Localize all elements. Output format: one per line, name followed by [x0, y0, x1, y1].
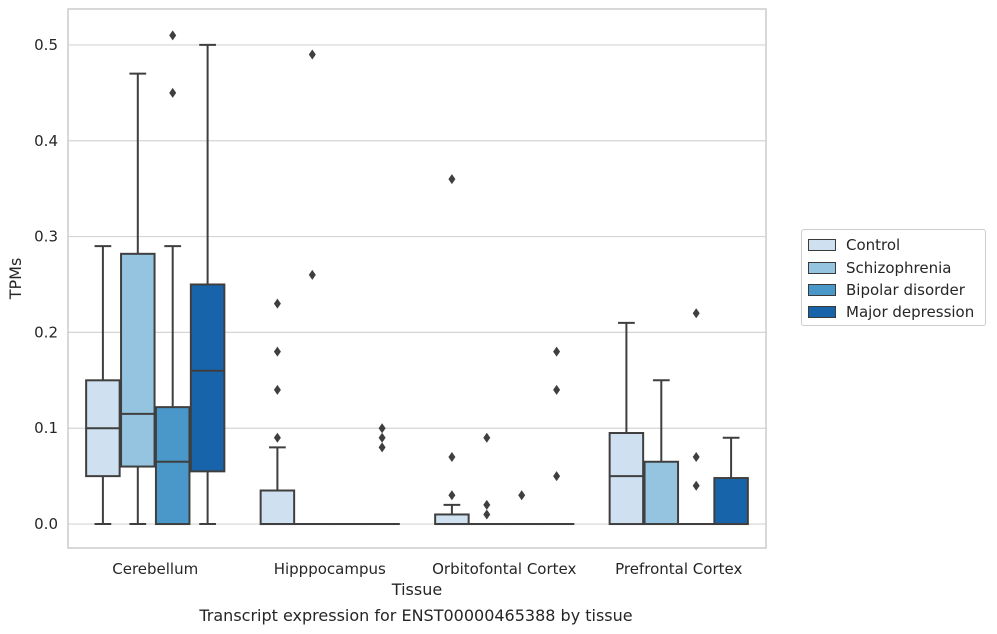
outlier-point — [483, 499, 491, 510]
box — [259, 489, 296, 526]
y-axis-label: TPMs — [6, 258, 25, 301]
x-axis-label: Tissue — [391, 580, 442, 599]
outlier-point — [553, 346, 561, 357]
y-tick-label: 0.2 — [34, 323, 58, 341]
legend-label-control: Control — [846, 236, 901, 254]
chart-caption: Transcript expression for ENST0000046538… — [199, 606, 633, 625]
outlier-point — [308, 49, 316, 60]
outlier-point — [378, 432, 386, 443]
legend-item-bipolar-disorder: Bipolar disorder — [808, 280, 965, 300]
outlier-point — [448, 174, 456, 185]
outlier-point — [692, 480, 700, 491]
legend-label-schizophrenia: Schizophrenia — [846, 259, 952, 277]
box — [154, 406, 191, 526]
outlier-point — [483, 509, 491, 520]
box — [608, 432, 645, 526]
y-tick-label: 0.3 — [34, 228, 58, 246]
y-tick-label: 0.1 — [34, 419, 58, 437]
plot-frame — [67, 8, 767, 549]
outlier-point — [273, 298, 281, 309]
legend-swatch-major-depression — [808, 306, 836, 318]
outlier-point — [518, 490, 526, 501]
outlier-point — [273, 346, 281, 357]
outlier-point — [553, 471, 561, 482]
legend-item-schizophrenia: Schizophrenia — [808, 258, 951, 278]
x-tick-label: Cerebellum — [112, 560, 198, 578]
x-tick-label: Orbitofontal Cortex — [432, 560, 576, 578]
outlier-point — [273, 432, 281, 443]
outlier-point — [483, 432, 491, 443]
box — [189, 283, 226, 473]
legend: Control Schizophrenia Bipolar disorder M… — [801, 229, 986, 326]
box — [120, 252, 156, 468]
y-tick-label: 0.5 — [34, 36, 58, 54]
legend-swatch-control — [808, 239, 836, 251]
outlier-point — [448, 451, 456, 462]
outlier-point — [448, 490, 456, 501]
box — [643, 460, 680, 526]
outlier-point — [378, 423, 386, 434]
x-tick-label: Hipppocampus — [274, 560, 386, 578]
outlier-point — [308, 269, 316, 280]
box — [434, 513, 470, 526]
outlier-point — [169, 30, 177, 41]
x-tick-label: Prefrontal Cortex — [615, 560, 742, 578]
outlier-point — [692, 451, 700, 462]
legend-label-major-depression: Major depression — [846, 303, 975, 321]
outlier-point — [378, 442, 386, 453]
outlier-point — [692, 308, 700, 319]
outlier-point — [273, 384, 281, 395]
box — [713, 477, 749, 526]
legend-swatch-schizophrenia — [808, 262, 836, 274]
outlier-point — [169, 87, 177, 98]
legend-item-control: Control — [808, 235, 900, 255]
legend-swatch-bipolar-disorder — [808, 284, 836, 296]
y-tick-label: 0.4 — [34, 132, 58, 150]
y-tick-label: 0.0 — [34, 515, 58, 533]
legend-label-bipolar-disorder: Bipolar disorder — [846, 281, 965, 299]
outlier-point — [553, 384, 561, 395]
legend-item-major-depression: Major depression — [808, 302, 974, 322]
